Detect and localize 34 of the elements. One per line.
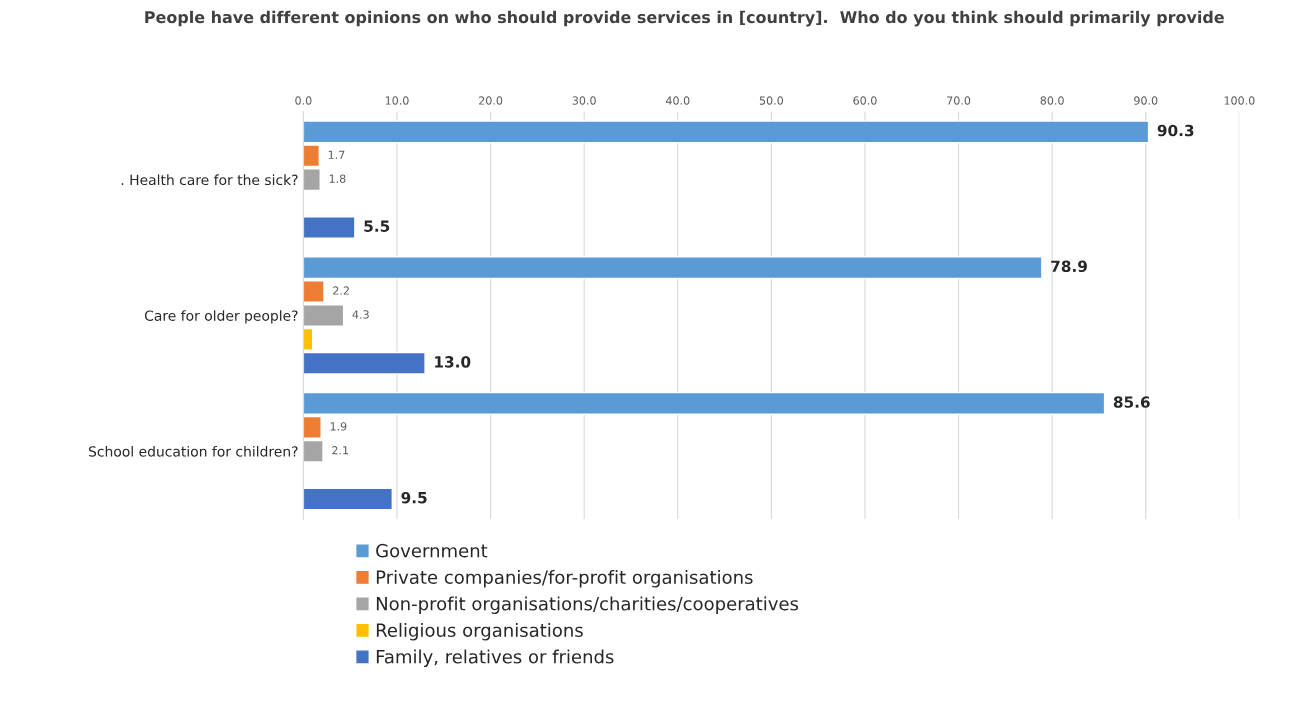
x-tick-label: 100.0 [1224, 96, 1255, 105]
legend-label: Non-profit organisations/charities/cooperatives [376, 596, 799, 614]
data-label: 78.9 [1051, 260, 1087, 273]
x-tick-label: 90.0 [1134, 96, 1158, 105]
x-tick-label: 10.0 [385, 96, 409, 105]
legend-label: Private companies/for-profit organisations [376, 570, 753, 588]
data-label: 5.5 [364, 220, 390, 232]
chart-title: People have different opinions on who should provide services in [country]. Who do you think should primarily provide [145, 10, 1224, 27]
y-tick-label: Care for older people? [144, 310, 298, 324]
x-tick-label: 30.0 [572, 96, 596, 105]
bar [303, 487, 393, 511]
bar [303, 215, 356, 239]
data-label: 1.9 [330, 422, 347, 431]
data-label: 13.0 [435, 356, 471, 368]
legend-label: Government [376, 543, 488, 558]
data-label: 2.1 [332, 446, 349, 455]
x-tick-label: 0.0 [295, 96, 312, 105]
x-tick-label: 40.0 [665, 96, 690, 105]
data-label: 85.6 [1113, 396, 1150, 408]
legend-label: Religious organisations [376, 623, 583, 641]
data-label: 1.8 [329, 174, 346, 183]
x-tick-label: 50.0 [759, 96, 783, 105]
y-tick-label: . Health care for the sick? [121, 174, 298, 186]
data-label: 9.5 [401, 491, 427, 504]
data-label: 4.3 [352, 310, 369, 319]
data-label: 1.7 [328, 150, 345, 159]
x-tick-label: 70.0 [947, 96, 971, 105]
data-label: 2.2 [333, 286, 349, 295]
data-label: 90.3 [1157, 124, 1194, 137]
x-tick-label: 80.0 [1040, 96, 1064, 105]
x-tick-label: 20.0 [479, 96, 503, 105]
x-tick-label: 60.0 [853, 96, 877, 105]
y-tick-label: School education for children? [88, 445, 298, 457]
legend-label: Family, relatives or friends [376, 649, 614, 667]
